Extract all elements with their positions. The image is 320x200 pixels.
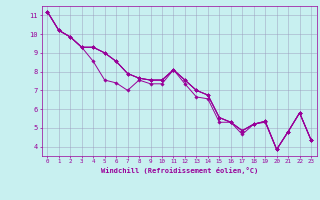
X-axis label: Windchill (Refroidissement éolien,°C): Windchill (Refroidissement éolien,°C) xyxy=(100,167,258,174)
